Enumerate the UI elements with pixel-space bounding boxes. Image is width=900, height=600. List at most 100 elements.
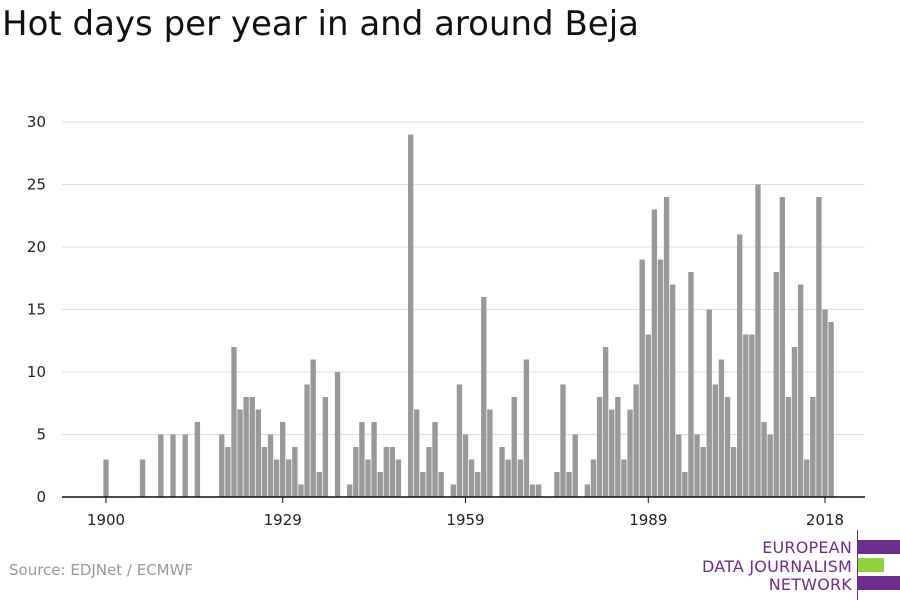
chart-title: Hot days per year in and around Beja (2, 4, 639, 44)
bar-1976 (566, 472, 572, 497)
bar-1958 (456, 384, 463, 497)
x-axis-ticks: 1900 1929 1959 1989 2018 (87, 497, 844, 529)
bar-2014 (797, 284, 804, 497)
bar-1954 (432, 422, 438, 497)
bar-1983 (609, 409, 615, 497)
bar-1942 (359, 422, 365, 497)
bar-1928 (273, 459, 280, 497)
logo-bar-green (858, 558, 884, 572)
bar-2004 (737, 234, 743, 497)
bar-2019 (828, 322, 834, 497)
x-tick-label: 1929 (264, 511, 302, 529)
bar-2006 (749, 334, 755, 497)
bar-2018 (822, 309, 828, 497)
bar-1932 (298, 484, 304, 497)
y-tick-label: 20 (27, 238, 46, 256)
bar-1930 (286, 459, 292, 497)
bar-1971 (535, 484, 542, 497)
bar-2015 (804, 459, 810, 497)
bar-1946 (383, 447, 389, 497)
y-tick-label: 10 (27, 363, 46, 381)
bar-1998 (700, 447, 706, 497)
bar-1915 (194, 422, 201, 497)
logo-line-european: EUROPEAN (762, 538, 852, 557)
bars (62, 134, 865, 498)
bar-1948 (395, 459, 402, 497)
bar-1926 (261, 447, 268, 497)
bar-1900 (103, 459, 109, 497)
bar-1931 (292, 447, 298, 497)
bar-1947 (389, 447, 396, 497)
bar-2000 (712, 384, 718, 497)
bar-1974 (554, 472, 560, 497)
bar-2013 (791, 347, 798, 497)
bar-1975 (560, 384, 566, 497)
bar-1988 (639, 259, 645, 497)
bar-1999 (706, 309, 712, 497)
bar-1935 (316, 472, 322, 497)
bar-1994 (676, 434, 682, 497)
bar-1984 (615, 397, 621, 497)
bar-1909 (158, 434, 164, 497)
logo-line-data-journalism: DATA JOURNALISM (702, 557, 852, 576)
bar-1967 (511, 397, 517, 497)
bar-1981 (596, 397, 603, 497)
bar-1934 (310, 359, 316, 497)
bar-1906 (139, 459, 146, 497)
bar-1911 (170, 434, 176, 497)
bar-1963 (487, 409, 493, 497)
bar-1992 (663, 197, 670, 497)
bar-1921 (231, 347, 237, 497)
bar-1977 (572, 434, 578, 497)
logo-bar-purple-top (858, 540, 900, 554)
bar-1965 (499, 447, 505, 497)
bar-2017 (816, 197, 822, 497)
bar-1970 (529, 484, 536, 497)
logo-divider (857, 530, 858, 600)
bar-1913 (182, 434, 188, 497)
bar-1959 (462, 434, 469, 497)
x-tick-label: 1900 (87, 511, 125, 529)
bar-1943 (365, 459, 371, 497)
bar-1925 (255, 409, 262, 497)
bar-2007 (755, 184, 761, 497)
bar-2002 (724, 397, 731, 497)
bar-2008 (761, 422, 767, 497)
bar-1940 (347, 484, 353, 497)
logo-line-network: NETWORK (768, 575, 852, 594)
bar-1966 (505, 459, 511, 497)
bar-1936 (322, 397, 329, 497)
bar-1993 (669, 284, 676, 497)
bar-1919 (219, 434, 225, 497)
bar-1953 (426, 447, 432, 497)
bar-1927 (267, 434, 274, 497)
bar-1960 (468, 459, 475, 497)
bar-2009 (767, 434, 773, 497)
bar-1989 (645, 334, 651, 497)
bar-1951 (414, 409, 420, 497)
bar-1990 (651, 209, 658, 497)
bar-1923 (243, 397, 249, 497)
bar-1952 (420, 472, 426, 497)
y-tick-label: 30 (27, 113, 46, 131)
y-tick-label: 15 (27, 301, 46, 319)
bar-1929 (280, 422, 286, 497)
bar-1979 (584, 484, 591, 497)
bar-1933 (304, 384, 310, 497)
source-note: Source: EDJNet / ECMWF (9, 561, 194, 579)
y-tick-label: 5 (36, 426, 46, 444)
bar-1955 (438, 472, 444, 497)
bar-1922 (237, 409, 243, 497)
bar-1957 (450, 484, 456, 497)
bar-1986 (627, 409, 633, 497)
bar-1941 (353, 447, 359, 497)
bar-2003 (730, 447, 737, 497)
bar-2010 (773, 272, 779, 497)
bar-1961 (475, 472, 481, 497)
bar-1944 (371, 422, 377, 497)
bar-1996 (688, 272, 694, 497)
bar-2016 (810, 397, 816, 497)
bar-1991 (657, 259, 664, 497)
y-axis-ticks: 0 5 10 15 20 25 30 (27, 113, 46, 506)
bar-2005 (743, 334, 749, 497)
